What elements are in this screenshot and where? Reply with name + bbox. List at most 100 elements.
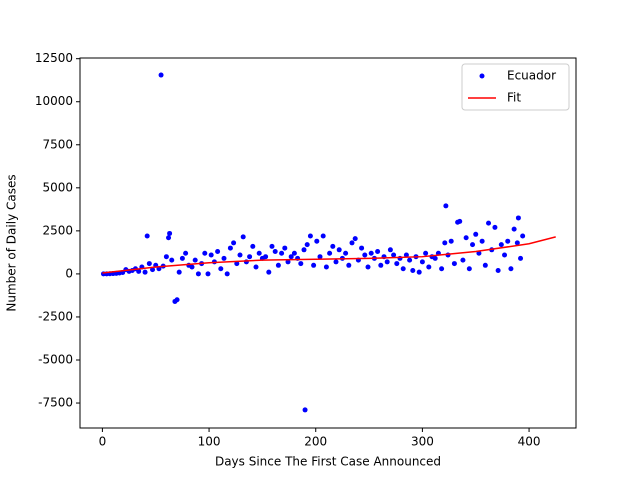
data-point [237, 252, 243, 258]
data-point [416, 269, 422, 275]
data-point [407, 257, 413, 263]
data-point [451, 261, 457, 267]
data-point [253, 264, 259, 270]
data-point [317, 254, 323, 260]
data-point [250, 243, 256, 249]
data-point [448, 238, 454, 244]
data-point [323, 264, 329, 270]
data-point [400, 266, 406, 272]
data-point [432, 255, 438, 261]
data-point [314, 238, 320, 244]
data-point [158, 72, 164, 78]
data-point [208, 252, 214, 258]
data-point [195, 271, 201, 277]
data-point [183, 250, 189, 256]
data-point [304, 242, 310, 248]
legend-marker [479, 73, 485, 79]
data-point [349, 240, 355, 246]
x-tick-label: 100 [198, 435, 221, 449]
data-point [150, 267, 156, 273]
fit-line [102, 236, 556, 274]
data-point [218, 266, 224, 272]
plot-frame [79, 57, 577, 429]
data-point [144, 233, 150, 239]
y-axis-label: Number of Daily Cases [5, 174, 19, 311]
data-point [492, 224, 498, 230]
data-point [498, 242, 504, 248]
data-point [291, 250, 297, 256]
data-point [311, 262, 317, 268]
data-point [269, 243, 275, 249]
data-point [327, 250, 333, 256]
data-point [391, 252, 397, 258]
y-tick-label: 12500 [35, 51, 73, 65]
data-point [189, 264, 195, 270]
data-point [466, 266, 472, 272]
data-point [205, 271, 211, 277]
x-axis-label: Days Since The First Case Announced [215, 455, 441, 469]
data-point [403, 252, 409, 258]
data-point [136, 268, 142, 274]
data-point [343, 250, 349, 256]
data-point [359, 245, 365, 251]
data-point [482, 262, 488, 268]
data-point [336, 247, 342, 253]
data-point [302, 407, 308, 413]
data-point [443, 203, 449, 209]
data-point [486, 220, 492, 226]
data-point [146, 261, 152, 267]
data-point [518, 255, 524, 261]
data-point [307, 233, 313, 239]
data-point [333, 259, 339, 265]
data-point [288, 254, 294, 260]
data-point [231, 240, 237, 246]
data-point [285, 259, 291, 265]
y-tick-label: 5000 [42, 180, 73, 194]
data-point [279, 250, 285, 256]
data-point [495, 267, 501, 273]
data-point [330, 243, 336, 249]
data-point [508, 266, 514, 272]
data-point [368, 250, 374, 256]
data-point [282, 245, 288, 251]
data-point [240, 234, 246, 240]
data-point [163, 254, 169, 260]
data-point [256, 250, 262, 256]
y-tick-label: -7500 [38, 396, 73, 410]
data-point [442, 240, 448, 246]
data-point [298, 261, 304, 267]
data-point [169, 257, 175, 263]
data-point [520, 233, 526, 239]
data-point [460, 257, 466, 263]
y-tick-label: 0 [65, 266, 73, 280]
y-tick-label: -5000 [38, 352, 73, 366]
data-point [275, 262, 281, 268]
data-point [375, 249, 381, 255]
data-point [457, 218, 463, 224]
x-tick-label: 0 [99, 435, 107, 449]
data-point [166, 235, 172, 241]
data-point [346, 262, 352, 268]
data-point [192, 257, 198, 263]
data-point [224, 271, 230, 277]
y-tick-label: 10000 [35, 94, 73, 108]
data-point [202, 250, 208, 256]
data-point [266, 269, 272, 275]
data-point [439, 266, 445, 272]
data-point [514, 240, 520, 246]
data-point [176, 269, 182, 275]
x-tick-label: 200 [304, 435, 327, 449]
data-point [502, 252, 508, 258]
data-point [301, 247, 307, 253]
data-point [423, 250, 429, 256]
data-point [221, 255, 227, 261]
y-tick-label: -2500 [38, 309, 73, 323]
data-point [378, 262, 384, 268]
data-point [320, 233, 326, 239]
data-point [234, 261, 240, 267]
data-point [470, 242, 476, 248]
legend-label: Fit [507, 91, 521, 105]
data-point [352, 236, 358, 242]
data-point [215, 249, 221, 255]
